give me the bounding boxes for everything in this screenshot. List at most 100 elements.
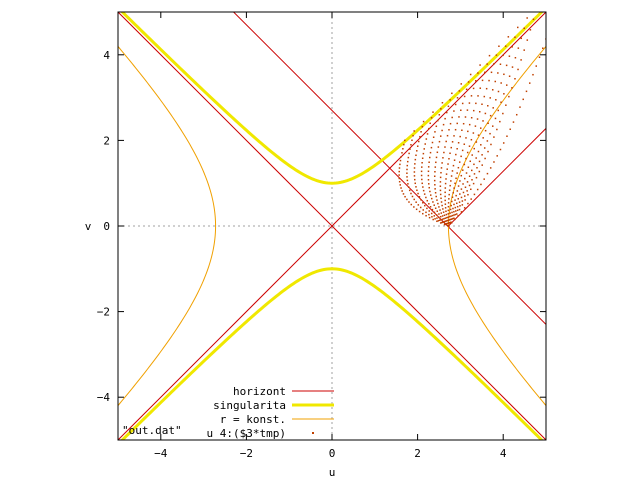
data-point xyxy=(425,214,427,217)
data-point xyxy=(511,66,514,68)
data-point xyxy=(448,198,450,200)
data-point xyxy=(484,112,487,115)
data-point xyxy=(452,217,454,220)
data-point xyxy=(440,171,442,174)
data-point xyxy=(452,192,455,194)
data-point xyxy=(467,202,469,205)
data-point xyxy=(523,49,525,51)
data-point xyxy=(429,194,432,196)
data-point xyxy=(425,196,427,199)
data-point xyxy=(428,210,430,212)
data-point xyxy=(464,186,467,189)
data-point xyxy=(502,112,504,115)
data-point xyxy=(427,179,430,181)
data-point xyxy=(429,151,432,154)
data-point xyxy=(451,92,453,95)
data-point xyxy=(498,45,500,47)
data-point xyxy=(426,133,429,135)
data-point xyxy=(428,216,431,219)
data-point xyxy=(461,200,464,202)
data-point xyxy=(451,211,453,214)
data-point xyxy=(413,198,415,201)
data-point xyxy=(532,73,534,76)
data-point xyxy=(447,213,450,215)
data-point xyxy=(430,146,433,149)
y-tick-label: −2 xyxy=(97,306,110,319)
data-point xyxy=(422,186,424,188)
data-point xyxy=(438,140,441,143)
data-point xyxy=(447,216,450,218)
data-point xyxy=(514,36,516,38)
data-point xyxy=(489,167,492,169)
x-tick-label: 0 xyxy=(329,447,336,460)
data-point xyxy=(409,148,411,150)
legend-label: horizont xyxy=(233,385,286,398)
data-point xyxy=(448,219,450,221)
data-point xyxy=(532,18,535,21)
data-point xyxy=(458,90,461,92)
data-point xyxy=(489,97,491,99)
data-point xyxy=(467,166,470,169)
data-point xyxy=(466,151,469,154)
data-point xyxy=(434,131,436,133)
data-point xyxy=(445,178,447,180)
data-point xyxy=(449,212,451,214)
data-point xyxy=(398,174,400,176)
data-point xyxy=(434,184,436,186)
data-point xyxy=(424,204,426,207)
data-point xyxy=(470,138,473,141)
data-point xyxy=(435,195,437,198)
data-point xyxy=(428,156,431,159)
data-point xyxy=(514,78,516,80)
data-point xyxy=(440,201,443,203)
data-point xyxy=(404,139,406,142)
data-point xyxy=(425,211,427,214)
data-point xyxy=(450,180,452,182)
data-point xyxy=(447,205,450,208)
data-point xyxy=(435,156,438,159)
data-point xyxy=(456,122,458,125)
data-point xyxy=(442,157,444,159)
data-point xyxy=(431,208,434,211)
data-point xyxy=(449,218,451,221)
data-point xyxy=(428,127,430,130)
data-point xyxy=(438,216,440,219)
data-point xyxy=(492,107,494,109)
data-point xyxy=(431,141,434,144)
data-point xyxy=(398,177,401,180)
r-konst-curve xyxy=(118,45,217,407)
data-point xyxy=(443,151,445,154)
data-point xyxy=(416,150,418,152)
data-point xyxy=(451,141,454,143)
data-point xyxy=(481,164,483,166)
y-tick-label: 4 xyxy=(103,49,110,62)
data-point xyxy=(529,29,532,31)
data-point xyxy=(503,93,505,95)
data-point xyxy=(410,144,412,146)
data-point xyxy=(415,208,418,211)
data-point xyxy=(440,108,442,110)
data-point xyxy=(437,202,439,205)
data-point xyxy=(399,184,401,186)
data-point xyxy=(438,114,441,116)
data-point xyxy=(463,207,466,209)
data-point xyxy=(421,178,423,181)
data-point xyxy=(508,55,511,57)
data-point xyxy=(404,195,406,198)
data-point xyxy=(541,47,544,49)
data-point xyxy=(416,145,419,147)
data-point xyxy=(456,190,459,192)
data-point xyxy=(450,204,452,207)
data-point xyxy=(511,46,513,48)
data-point xyxy=(483,178,485,180)
data-point xyxy=(444,203,447,205)
data-point xyxy=(462,169,464,171)
data-point xyxy=(472,182,475,185)
data-point xyxy=(433,204,435,206)
data-point xyxy=(519,106,521,108)
data-point xyxy=(448,157,450,160)
data-point xyxy=(472,132,475,134)
data-point xyxy=(420,170,423,173)
data-point xyxy=(452,164,455,167)
